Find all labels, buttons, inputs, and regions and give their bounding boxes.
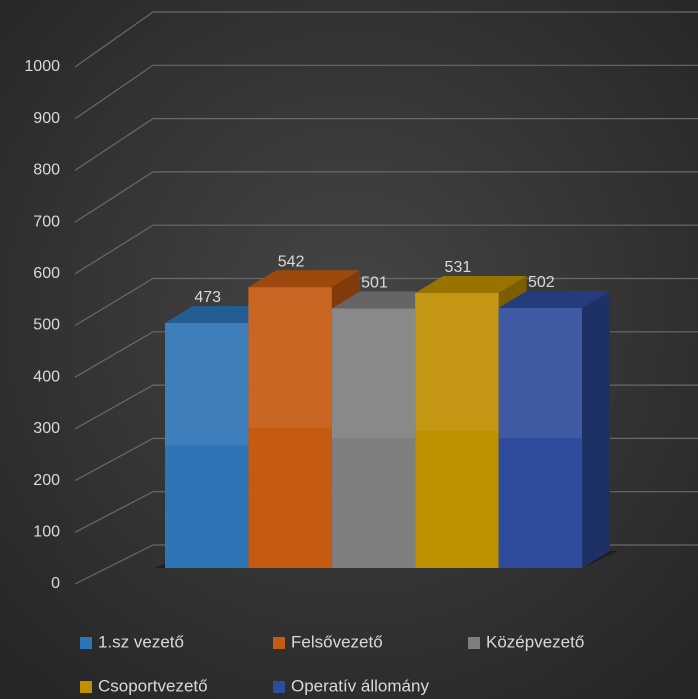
bar-top xyxy=(415,275,527,293)
grid-line xyxy=(74,11,698,68)
bar-side-shade xyxy=(582,290,610,568)
y-tick-label: 0 xyxy=(51,575,60,592)
y-tick-label: 100 xyxy=(33,524,60,541)
bar xyxy=(498,290,610,568)
bar-top-shade xyxy=(415,275,527,293)
legend-swatch xyxy=(273,637,285,649)
legend-swatch xyxy=(273,681,285,693)
bar-front-light xyxy=(248,287,332,428)
grid-line xyxy=(74,64,698,120)
y-tick-label: 700 xyxy=(33,213,60,230)
bar-front-light xyxy=(498,307,582,438)
legend-label: Felsővezető xyxy=(291,632,383,651)
bar-top xyxy=(248,270,360,288)
legend-label: Operatív állomány xyxy=(291,676,429,695)
legend-swatch xyxy=(80,637,92,649)
data-label: 502 xyxy=(528,274,555,291)
data-label: 542 xyxy=(278,253,305,270)
data-label: 501 xyxy=(361,275,388,292)
y-tick-label: 500 xyxy=(33,317,60,334)
bar-side xyxy=(582,290,610,568)
legend-swatch xyxy=(468,637,480,649)
y-tick-label: 900 xyxy=(33,110,60,127)
grid-line xyxy=(74,224,698,275)
bar-front-light xyxy=(331,308,416,439)
legend-label: Csoportvezető xyxy=(98,676,208,695)
bar-front-light xyxy=(165,322,249,446)
bar-top-shade xyxy=(248,270,360,288)
y-tick-label: 200 xyxy=(33,472,60,489)
grid-line xyxy=(74,171,698,223)
grid-line xyxy=(74,117,698,171)
legend-label: Középvezető xyxy=(486,632,584,651)
data-label: 531 xyxy=(445,259,472,276)
bar-top-shade xyxy=(498,290,610,308)
y-tick-label: 800 xyxy=(33,162,60,179)
bar-front xyxy=(165,322,249,568)
y-tick-label: 600 xyxy=(33,265,60,282)
bar-front xyxy=(498,307,582,568)
data-label: 473 xyxy=(194,289,221,306)
y-tick-label: 1000 xyxy=(24,58,60,75)
bar-front xyxy=(248,287,332,568)
legend-swatch xyxy=(80,681,92,693)
y-tick-label: 300 xyxy=(33,420,60,437)
bar-top xyxy=(498,290,610,308)
y-tick-label: 400 xyxy=(33,368,60,385)
bar-front xyxy=(331,308,416,568)
legend-label: 1.sz vezető xyxy=(98,632,184,651)
bar-front xyxy=(415,292,499,568)
bar-front-light xyxy=(415,292,499,431)
